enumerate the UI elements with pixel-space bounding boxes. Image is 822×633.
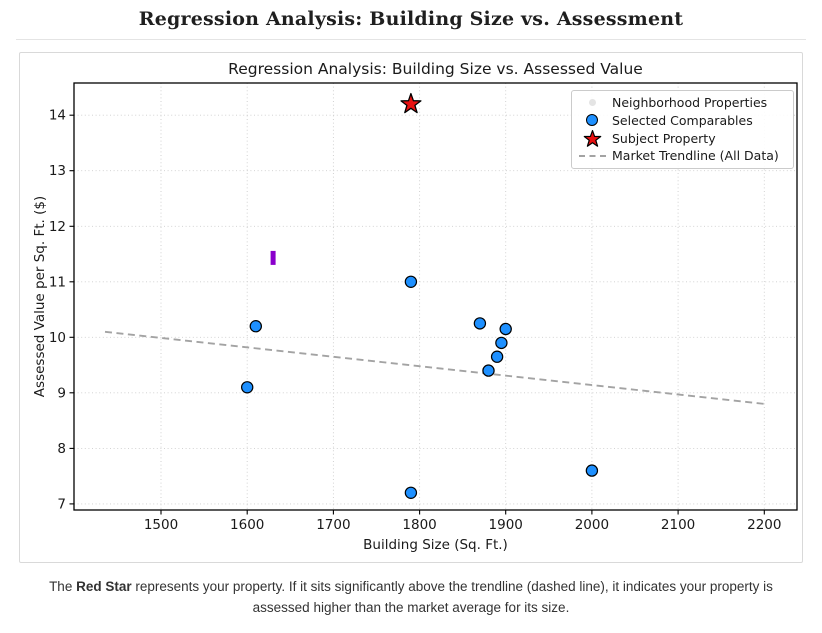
legend-circle-icon (572, 114, 612, 127)
page-title: Regression Analysis: Building Size vs. A… (138, 8, 684, 30)
x-tick-label: 1600 (230, 517, 264, 533)
comparable-point (495, 336, 508, 349)
dashed-line-swatch (578, 154, 606, 157)
comparable-point (404, 275, 418, 288)
purple-annotation-marker (270, 250, 276, 265)
legend-dashed-line-icon (572, 154, 612, 157)
comparable-point (490, 350, 504, 363)
legend-item-label: Market Trendline (All Data) (612, 148, 779, 164)
caption-prefix: The (49, 578, 77, 594)
y-tick-label: 10 (49, 330, 66, 346)
y-tick-label: 8 (57, 441, 66, 457)
legend-item-neighborhood-properties: Neighborhood Properties (572, 94, 793, 112)
comparable-point (585, 464, 599, 477)
caption: The Red Star represents your property. I… (20, 577, 802, 619)
y-tick-label: 9 (57, 385, 66, 401)
x-axis-label: Building Size (Sq. Ft.) (363, 537, 508, 553)
comparable-point (473, 316, 487, 330)
y-tick-label: 13 (49, 163, 66, 179)
subject-property-star-icon (400, 92, 422, 114)
chart-legend: Neighborhood Properties Selected Comparab… (571, 89, 794, 169)
regression-scatter-chart: 1500 1600 1700 1800 1900 2000 2100 2200 7 8 9 10 11 1… (32, 60, 798, 553)
chart-card: 1500 1600 1700 1800 1900 2000 2100 2200 7 8 9 10 11 1… (19, 51, 803, 563)
market-trendline (104, 330, 765, 405)
x-tick-label: 1800 (402, 517, 436, 533)
caption-suffix: represents your property. If it sits sig… (131, 578, 773, 615)
comparable-point (240, 380, 254, 394)
small-dot-swatch (588, 99, 596, 107)
divider (16, 38, 806, 40)
chart-title: Regression Analysis: Building Size vs. A… (228, 60, 643, 78)
x-tick-label: 2200 (747, 517, 781, 533)
legend-star-icon (572, 129, 612, 148)
y-axis-label: Assessed Value per Sq. Ft. ($) (32, 196, 48, 397)
legend-item-label: Neighborhood Properties (612, 95, 768, 111)
comparable-point (249, 319, 262, 333)
y-tick-label: 14 (49, 107, 66, 123)
y-tick-label: 7 (57, 496, 66, 512)
x-tick-label: 1500 (144, 517, 178, 533)
y-tick-label: 11 (49, 274, 66, 290)
x-tick-label: 1700 (316, 517, 350, 533)
comparable-point (499, 322, 512, 335)
legend-small-dot-icon (572, 99, 612, 107)
legend-item-label: Subject Property (612, 130, 716, 146)
x-tick-label: 2100 (661, 517, 695, 533)
plot-spines (73, 82, 798, 511)
circle-swatch (586, 114, 598, 127)
legend-item-market-trendline-all-data: Market Trendline (All Data) (572, 147, 793, 165)
comparable-point (404, 486, 418, 499)
comparable-point (482, 364, 495, 377)
caption-bold-term: Red Star (76, 578, 132, 594)
x-tick-label: 1900 (489, 517, 523, 533)
x-tick-label: 2000 (575, 517, 609, 533)
legend-item-selected-comparables: Selected Comparables (572, 111, 793, 129)
page: Regression Analysis: Building Size vs. A… (0, 8, 822, 619)
y-tick-label: 12 (49, 219, 66, 235)
legend-item-subject-property: Subject Property (572, 129, 793, 147)
legend-item-label: Selected Comparables (612, 112, 753, 128)
star-swatch (583, 129, 601, 147)
